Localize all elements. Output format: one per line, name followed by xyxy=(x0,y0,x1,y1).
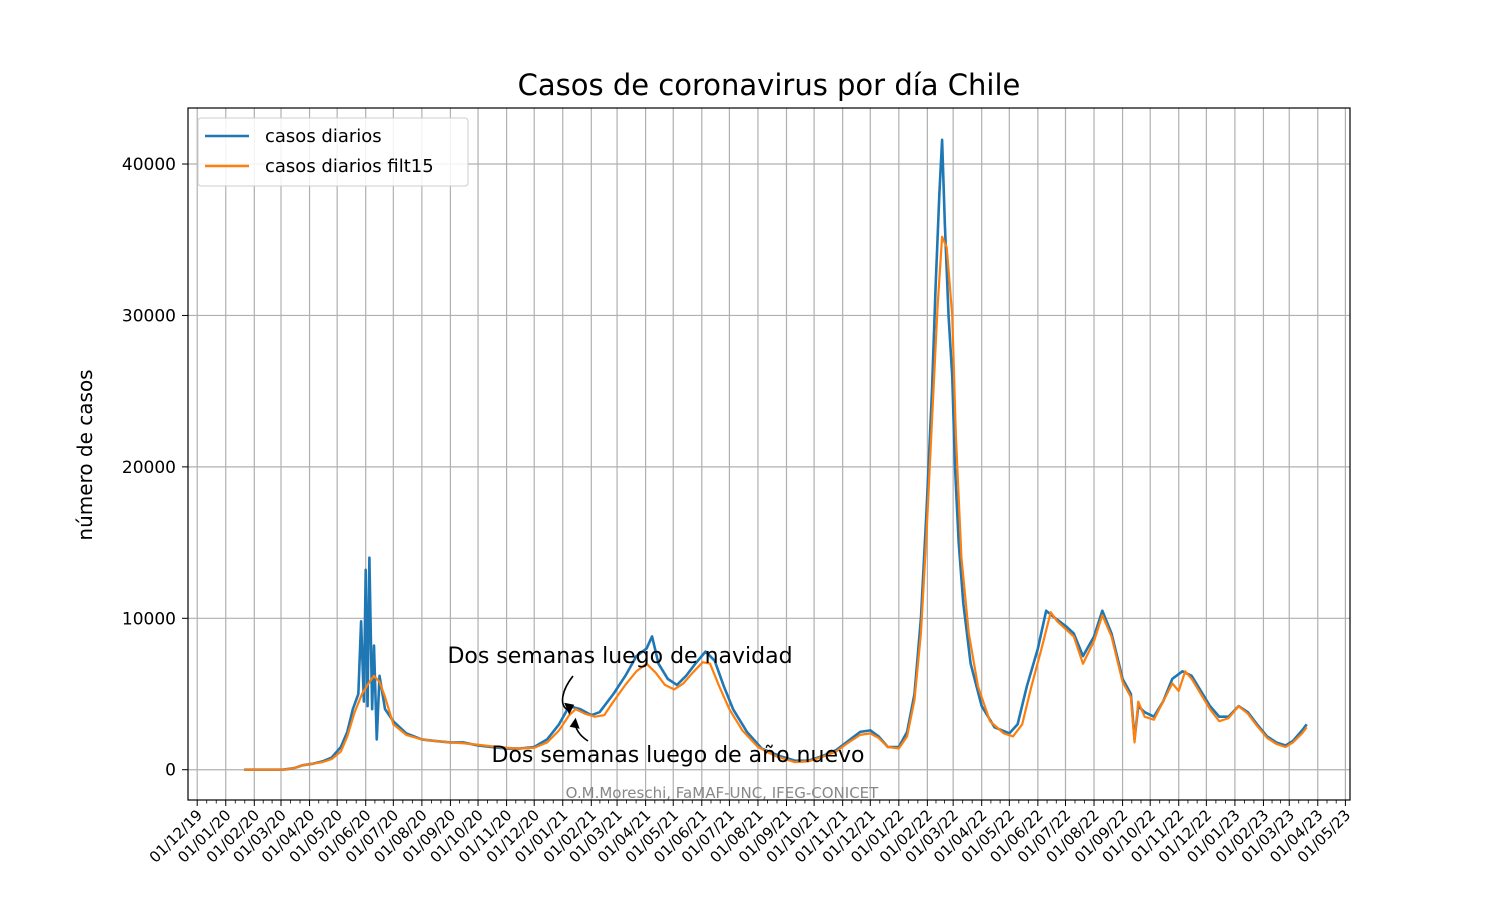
credit-text: O.M.Moreschi, FaMAF-UNC, IFEG-CONICET xyxy=(566,784,879,802)
legend-label-casos-filt15: casos diarios filt15 xyxy=(265,156,434,177)
legend-label-casos-diarios: casos diarios xyxy=(265,126,382,147)
legend: casos diarios casos diarios filt15 xyxy=(197,117,469,187)
plot-frame xyxy=(187,107,1351,801)
grid xyxy=(188,108,1350,800)
y-tick-label: 30000 xyxy=(122,306,176,326)
legend-box xyxy=(197,117,469,187)
y-tick-label: 20000 xyxy=(122,458,176,478)
annotation-arrowhead-ano-nuevo xyxy=(569,717,580,729)
y-axis: 0 10000 20000 30000 40000 xyxy=(122,155,188,781)
y-tick-label: 40000 xyxy=(122,155,176,175)
y-axis-label: número de casos xyxy=(73,369,97,540)
series-layer xyxy=(244,138,1308,772)
y-tick-label: 0 xyxy=(165,761,176,781)
annotation-navidad: Dos semanas luego de navidad xyxy=(447,644,792,669)
series-line-casos-filt15 xyxy=(244,235,1308,771)
y-tick-label: 10000 xyxy=(122,609,176,629)
annotations: Dos semanas luego de navidad Dos semanas … xyxy=(447,644,864,768)
series-line-casos-diarios xyxy=(244,138,1308,772)
x-axis: 01/12/1901/01/2001/02/2001/03/2001/04/20… xyxy=(146,800,1354,866)
annotation-arrow-navidad xyxy=(561,675,574,712)
annotation-arrowhead-navidad xyxy=(564,702,575,715)
chart-title: Casos de coronavirus por día Chile xyxy=(518,68,1021,102)
annotation-ano-nuevo: Dos semanas luego de año nuevo xyxy=(492,743,865,768)
